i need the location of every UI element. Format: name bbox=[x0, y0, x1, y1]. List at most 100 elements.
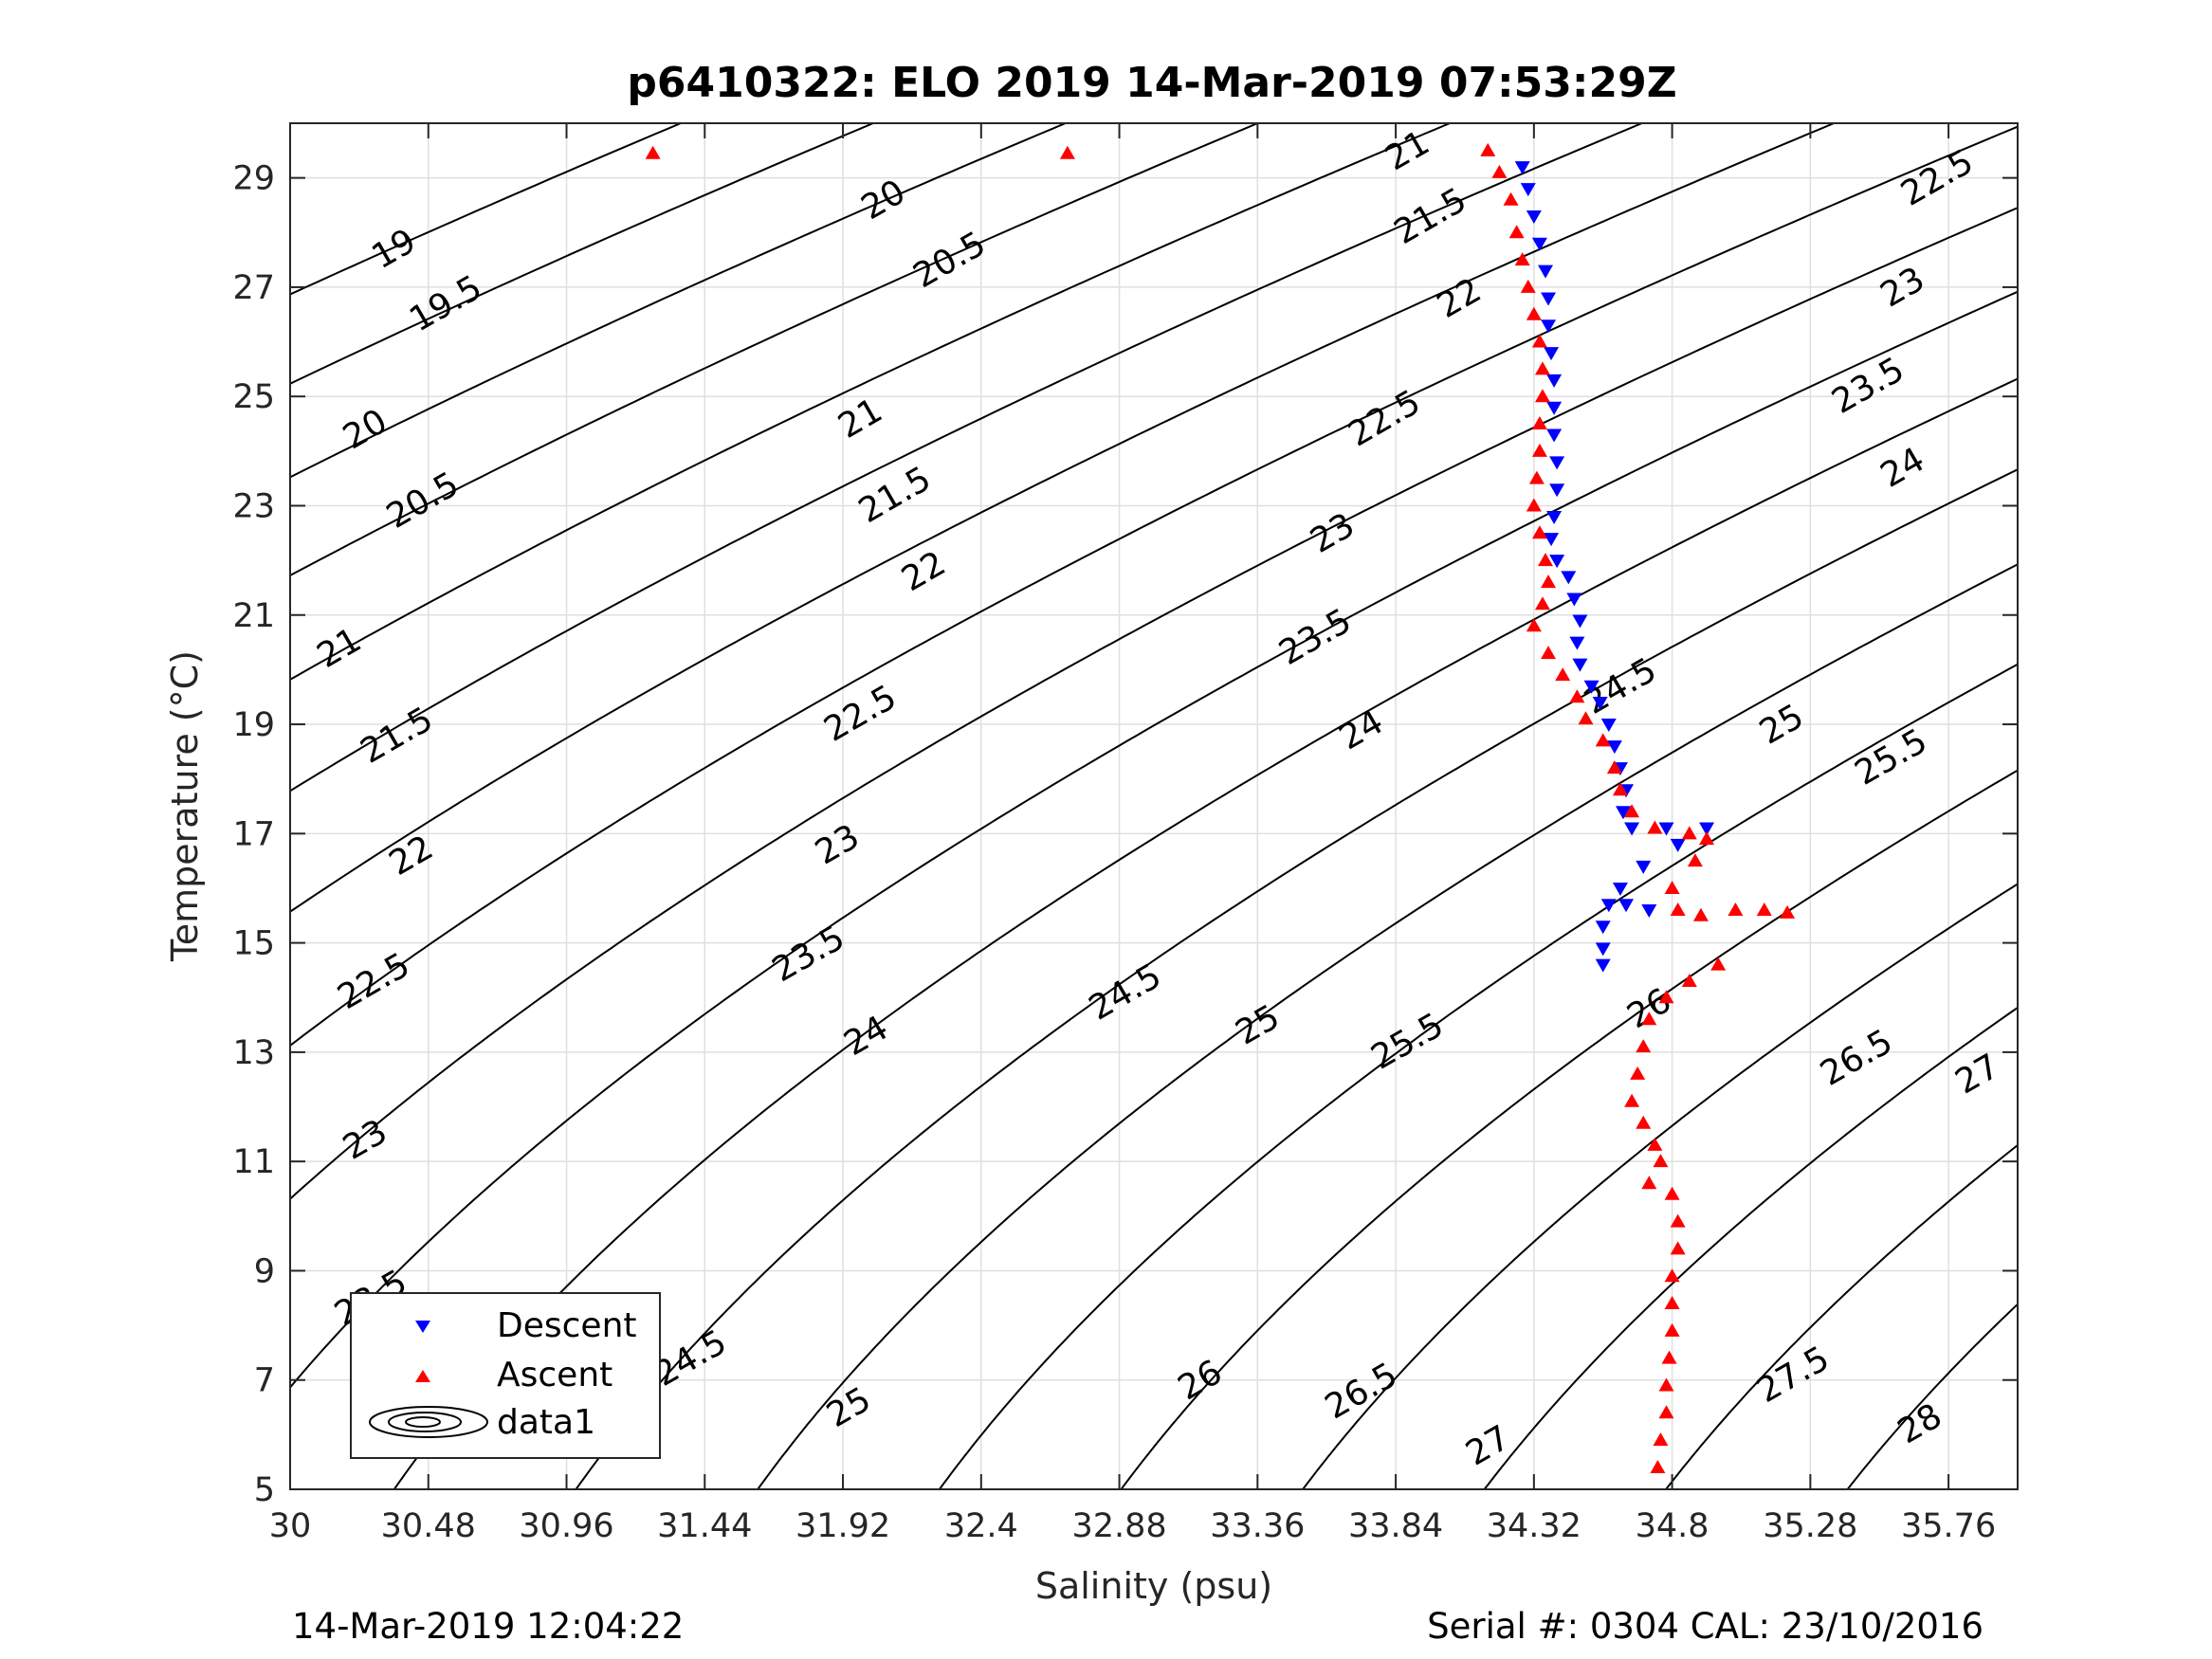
descent-point bbox=[1606, 740, 1622, 755]
isopycnal-23 bbox=[290, 207, 2018, 1200]
isopycnal-21.5 bbox=[290, 123, 1645, 793]
descent-point bbox=[1561, 571, 1577, 585]
ascent-point bbox=[1658, 1405, 1674, 1419]
ascent-point bbox=[1534, 389, 1550, 403]
descent-point bbox=[1699, 822, 1715, 836]
descent-point bbox=[1549, 456, 1565, 470]
ascent-point bbox=[1520, 279, 1536, 293]
descent-point bbox=[1546, 374, 1563, 388]
descent-point bbox=[1595, 921, 1611, 935]
ascent-point bbox=[1670, 902, 1686, 917]
ascent-point bbox=[1728, 902, 1744, 917]
descent-point bbox=[1624, 822, 1640, 836]
ascent-point bbox=[1595, 733, 1611, 747]
descent-point bbox=[1583, 680, 1600, 694]
y-tick-label: 27 bbox=[232, 269, 275, 307]
ascent-point bbox=[1664, 1268, 1680, 1283]
ascent-point bbox=[1514, 252, 1530, 266]
isopycnal-26.5 bbox=[1301, 883, 2018, 1489]
ascent-point bbox=[1531, 416, 1547, 430]
x-tick-label: 30.48 bbox=[381, 1507, 476, 1545]
ascent-point bbox=[1624, 1093, 1640, 1107]
x-tick-label: 34.32 bbox=[1487, 1507, 1581, 1545]
isopycnal-20.5 bbox=[290, 123, 1260, 577]
y-tick-label: 17 bbox=[232, 815, 275, 853]
x-tick-label: 35.76 bbox=[1901, 1507, 1996, 1545]
y-tick-label: 19 bbox=[232, 706, 275, 744]
descent-point bbox=[1546, 401, 1563, 415]
x-tick-label: 31.44 bbox=[657, 1507, 752, 1545]
x-tick-label: 31.92 bbox=[795, 1507, 890, 1545]
ascent-point bbox=[1541, 646, 1557, 660]
ascent-point bbox=[1624, 804, 1640, 818]
ascent-point bbox=[1647, 1137, 1663, 1151]
ascent-point bbox=[1636, 1039, 1652, 1053]
descent-point bbox=[1600, 719, 1617, 733]
ascent-point bbox=[1526, 498, 1542, 512]
descent-point bbox=[1526, 210, 1542, 224]
ascent-point bbox=[1491, 164, 1508, 178]
legend-contour-icon bbox=[369, 1406, 488, 1438]
x-axis-label: Salinity (psu) bbox=[1035, 1565, 1272, 1607]
ascent-point bbox=[645, 145, 661, 159]
ascent-point bbox=[1537, 553, 1553, 567]
ascent-point bbox=[1531, 525, 1547, 539]
ascent-point bbox=[1710, 957, 1727, 971]
isopycnal-23.5 bbox=[290, 290, 2018, 1390]
ascent-point bbox=[1687, 853, 1703, 867]
x-tick-label: 32.4 bbox=[944, 1507, 1018, 1545]
descent-point bbox=[1520, 183, 1536, 197]
descent-point bbox=[1537, 264, 1553, 279]
ascent-point bbox=[1670, 1213, 1686, 1228]
ascent-point bbox=[1658, 1377, 1674, 1392]
ascent-point bbox=[1555, 667, 1571, 682]
x-tick-label: 34.8 bbox=[1636, 1507, 1709, 1545]
descent-point bbox=[1531, 237, 1547, 251]
ascent-point bbox=[1756, 902, 1772, 917]
legend-descent-label: Descent bbox=[497, 1306, 637, 1345]
isopycnal-26 bbox=[1120, 769, 2018, 1489]
descent-point bbox=[1618, 899, 1635, 913]
descent-point bbox=[1569, 636, 1585, 650]
descent-point bbox=[1595, 942, 1611, 957]
footer-timestamp: 14-Mar-2019 12:04:22 bbox=[292, 1606, 684, 1647]
ascent-point bbox=[1528, 470, 1545, 484]
ascent-series bbox=[645, 142, 1796, 1473]
isopycnal-20 bbox=[290, 123, 1069, 479]
ascent-point bbox=[1681, 826, 1697, 840]
ascent-point bbox=[1650, 1459, 1666, 1473]
x-tick-label: 33.36 bbox=[1210, 1507, 1305, 1545]
descent-point bbox=[1612, 882, 1628, 896]
isopycnal-25.5 bbox=[938, 663, 2018, 1489]
descent-point bbox=[1572, 658, 1588, 672]
legend: Descent Ascent data1 bbox=[350, 1292, 661, 1459]
x-tick-label: 32.88 bbox=[1071, 1507, 1166, 1545]
descent-point bbox=[1658, 822, 1674, 836]
descent-point bbox=[1566, 592, 1582, 607]
ascent-point bbox=[1059, 145, 1075, 159]
ascent-point bbox=[1692, 907, 1709, 921]
plot-frame bbox=[289, 122, 2019, 1490]
y-tick-label: 9 bbox=[254, 1252, 275, 1290]
y-tick-label: 7 bbox=[254, 1362, 275, 1400]
descent-point bbox=[1549, 483, 1565, 498]
ascent-point bbox=[1508, 225, 1525, 239]
ascent-point bbox=[1630, 1066, 1646, 1080]
y-tick-label: 29 bbox=[232, 160, 275, 198]
y-tick-label: 25 bbox=[232, 378, 275, 416]
ascent-point bbox=[1641, 1012, 1657, 1026]
ascent-point bbox=[1541, 574, 1557, 589]
isopycnal-27.5 bbox=[1664, 1143, 2018, 1489]
ascent-point bbox=[1647, 820, 1663, 834]
legend-ascent-label: Ascent bbox=[497, 1356, 612, 1395]
ascent-point bbox=[1641, 1176, 1657, 1190]
descent-point bbox=[1600, 899, 1617, 913]
ascent-point bbox=[1664, 1296, 1680, 1310]
ascent-point bbox=[1578, 711, 1594, 725]
descent-point bbox=[1544, 347, 1560, 361]
x-tick-label: 30 bbox=[269, 1507, 312, 1545]
isopycnal-25 bbox=[756, 563, 2018, 1489]
footer-serial-cal: Serial #: 0304 CAL: 23/10/2016 bbox=[1427, 1606, 1983, 1647]
ascent-point bbox=[1664, 1186, 1680, 1200]
